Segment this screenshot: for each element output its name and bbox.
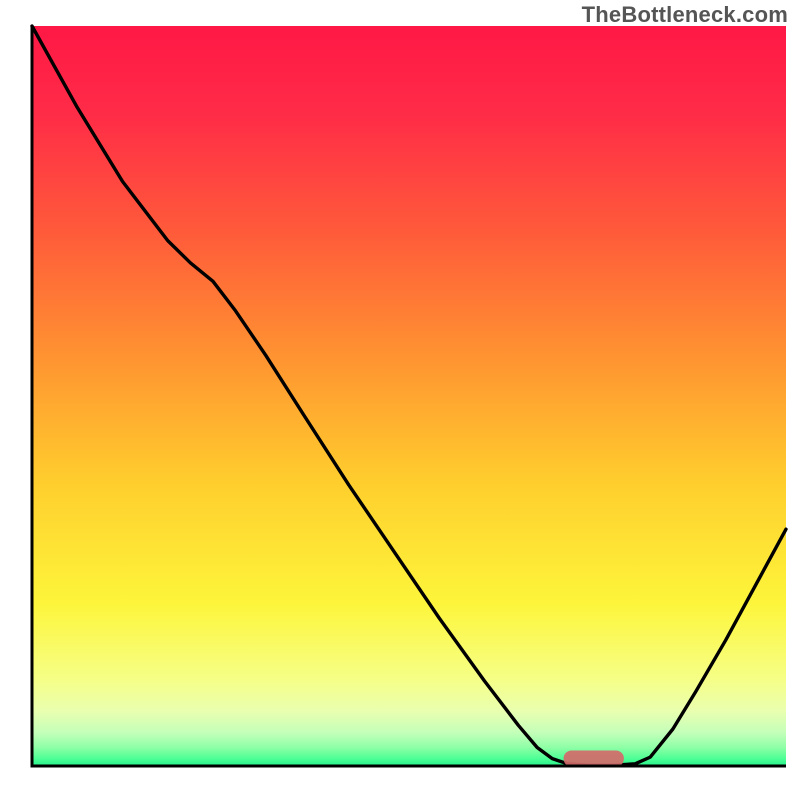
chart-container: { "watermark": { "text": "TheBottleneck.… <box>0 0 800 800</box>
bottleneck-chart <box>0 0 800 800</box>
optimal-marker <box>564 750 624 766</box>
watermark-text: TheBottleneck.com <box>582 2 788 28</box>
gradient-bg <box>32 26 786 766</box>
